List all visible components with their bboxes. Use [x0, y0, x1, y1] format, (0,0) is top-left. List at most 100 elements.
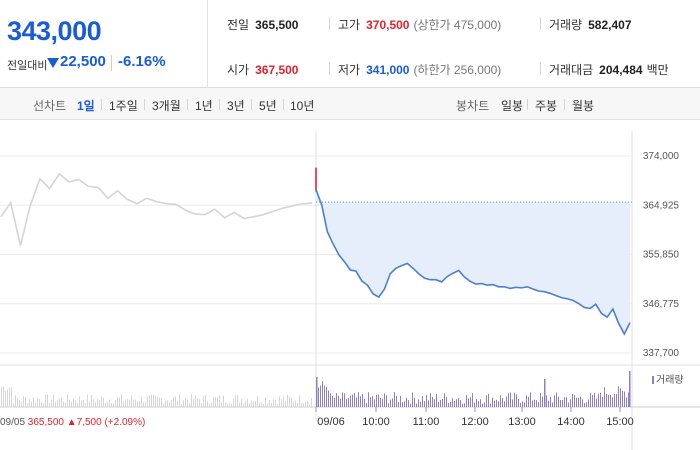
- volume-bar: [213, 396, 214, 407]
- volume-legend-label: 거래량: [656, 374, 684, 386]
- volume-bar: [283, 396, 284, 407]
- volume-bar: [552, 402, 553, 407]
- volume-bar: [293, 401, 294, 407]
- volume-bar: [600, 392, 601, 407]
- tab-3month[interactable]: 3개월: [152, 99, 181, 113]
- volume-bar: [352, 394, 353, 407]
- tab-3year[interactable]: 3년: [227, 99, 245, 113]
- volume-bar: [498, 401, 499, 407]
- volume-bar: [189, 403, 190, 407]
- volume-bar: [442, 398, 443, 407]
- tab-weekly-candle[interactable]: 주봉: [535, 99, 558, 113]
- stat-label: 시가: [227, 63, 250, 77]
- volume-bar: [147, 396, 148, 407]
- volume-bar: [536, 400, 537, 407]
- volume-bar: [21, 401, 22, 407]
- volume-bar: [622, 390, 623, 407]
- volume-bar: [201, 402, 202, 407]
- volume-bar: [157, 396, 158, 407]
- volume-bar: [628, 392, 629, 407]
- volume-bar: [123, 400, 124, 407]
- volume-bar: [75, 400, 76, 407]
- volume-bar: [301, 403, 302, 407]
- volume-bar: [119, 397, 120, 407]
- lower-limit: (하한가 256,000): [413, 63, 502, 77]
- tab-1week[interactable]: 1주일: [109, 99, 138, 113]
- volume-bar: [556, 392, 557, 407]
- tab-5year[interactable]: 5년: [259, 99, 277, 113]
- volume-bar: [472, 393, 473, 407]
- volume-bar: [163, 403, 164, 407]
- volume-bar: [452, 398, 453, 407]
- stat-volume: 거래량 582,407: [540, 16, 632, 33]
- volume-bar: [111, 403, 112, 407]
- volume-bar: [412, 392, 413, 407]
- volume-bar: [121, 394, 122, 407]
- volume-bar: [139, 401, 140, 407]
- stat-label: 거래량: [549, 18, 583, 32]
- y-tick-label: 364,925: [643, 200, 680, 211]
- volume-bar: [616, 393, 617, 407]
- volume-bar: [458, 397, 459, 407]
- volume-bar: [604, 387, 605, 407]
- tab-monthly-candle[interactable]: 월봉: [572, 99, 595, 113]
- volume-bar: [462, 403, 463, 407]
- volume-bar: [241, 399, 242, 407]
- volume-bar: [354, 393, 355, 407]
- volume-bar: [572, 394, 573, 407]
- volume-bar: [626, 397, 627, 407]
- volume-bar: [470, 397, 471, 407]
- volume-bar: [245, 401, 246, 407]
- stock-summary-header: 343,000 전일대비 22,500 -6.16% 전일 365,500 고가 3…: [0, 0, 700, 88]
- tab-10year[interactable]: 10년: [290, 99, 315, 113]
- volume-bar: [592, 394, 593, 407]
- volume-bar: [185, 398, 186, 407]
- volume-bar: [338, 395, 339, 407]
- volume-bar: [418, 399, 419, 407]
- volume-bar: [454, 400, 455, 407]
- tab-daily-candle[interactable]: 일봉: [501, 99, 524, 113]
- volume-bar: [386, 395, 387, 407]
- volume-bar: [554, 395, 555, 407]
- volume-bar: [468, 398, 469, 407]
- volume-bar: [13, 403, 14, 407]
- volume-bar: [446, 397, 447, 407]
- volume-bar: [508, 393, 509, 407]
- volume-bar: [318, 387, 319, 407]
- volume-bar: [177, 401, 178, 407]
- volume-bar: [197, 398, 198, 407]
- volume-bar: [229, 403, 230, 407]
- stat-label: 전일: [227, 18, 250, 32]
- volume-bar: [227, 403, 228, 407]
- volume-bar: [426, 395, 427, 407]
- volume-bar: [440, 399, 441, 407]
- volume-bar: [261, 402, 262, 407]
- volume-bar: [47, 394, 48, 407]
- volume-bar: [618, 386, 619, 407]
- volume-bar: [538, 402, 539, 407]
- y-tick-label: 355,850: [643, 250, 680, 261]
- volume-bar: [193, 399, 194, 407]
- volume-bar: [67, 394, 68, 407]
- volume-bar: [215, 397, 216, 407]
- volume-bar: [295, 400, 296, 407]
- volume-bar: [107, 401, 108, 407]
- volume-bar: [113, 403, 114, 407]
- x-tick-label: 12:00: [461, 416, 489, 428]
- tab-1year[interactable]: 1년: [195, 99, 213, 113]
- volume-bar: [235, 395, 236, 407]
- volume-bar: [9, 387, 10, 407]
- volume-bar: [438, 401, 439, 407]
- volume-bar: [199, 399, 200, 407]
- volume-bar: [390, 399, 391, 407]
- volume-bar: [334, 398, 335, 407]
- volume-bar: [522, 401, 523, 407]
- volume-bar: [594, 392, 595, 407]
- volume-bar: [233, 398, 234, 407]
- tab-1day[interactable]: 1일: [77, 99, 95, 113]
- volume-bar: [514, 392, 515, 407]
- volume-bar: [388, 403, 389, 407]
- volume-bar: [488, 393, 489, 407]
- change-rate: -6.16%: [118, 53, 166, 70]
- volume-bar: [322, 381, 323, 407]
